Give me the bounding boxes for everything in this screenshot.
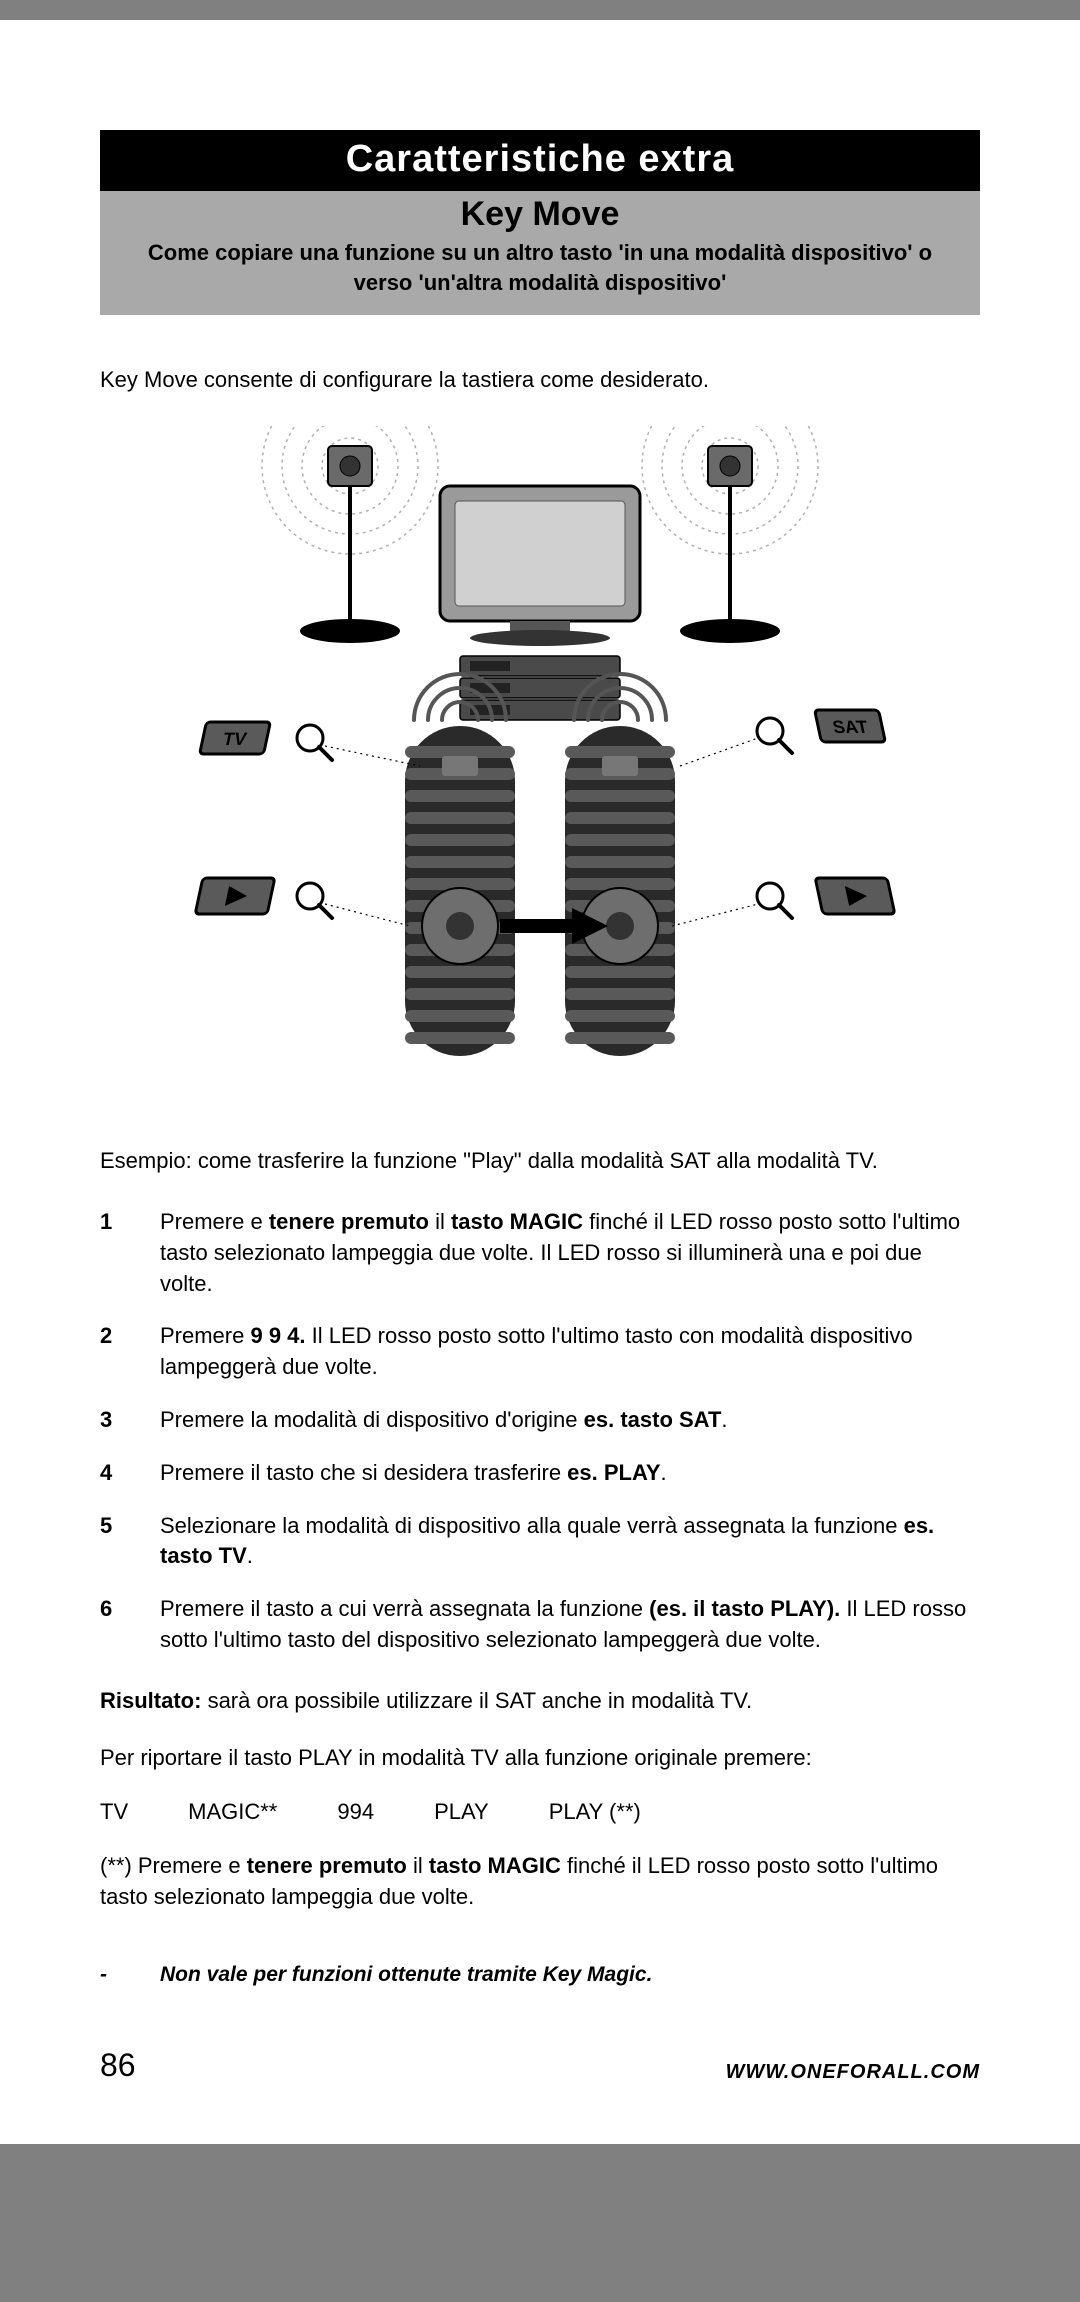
step-body: Premere 9 9 4. Il LED rosso posto sotto …	[160, 1321, 980, 1383]
svg-text:TV: TV	[221, 729, 248, 749]
feature-title: Key Move	[130, 195, 950, 234]
page-number: 86	[100, 2047, 136, 2084]
example-text: Esempio: come trasferire la funzione "Pl…	[100, 1146, 980, 1177]
sequence-item: PLAY (**)	[549, 1799, 641, 1825]
step-number: 2	[100, 1321, 160, 1383]
step-number: 4	[100, 1458, 160, 1489]
key-sequence: TV MAGIC** 994 PLAY PLAY (**)	[100, 1799, 980, 1825]
step-body: Premere il tasto a cui verrà assegnata l…	[160, 1594, 980, 1656]
step-row: 2Premere 9 9 4. Il LED rosso posto sotto…	[100, 1321, 980, 1383]
step-body: Premere e tenere premuto il tasto MAGIC …	[160, 1207, 980, 1299]
step-row: 4Premere il tasto che si desidera trasfe…	[100, 1458, 980, 1489]
step-number: 6	[100, 1594, 160, 1656]
page-footer: 86 WWW.ONEFORALL.COM	[100, 2047, 980, 2084]
step-row: 1Premere e tenere premuto il tasto MAGIC…	[100, 1207, 980, 1299]
sequence-item: TV	[100, 1799, 128, 1825]
title-bar: Caratteristiche extra	[100, 130, 980, 191]
sequence-item: 994	[337, 1799, 374, 1825]
note-dash: -	[100, 1963, 160, 1987]
step-row: 5Selezionare la modalità di dispositivo …	[100, 1511, 980, 1573]
step-row: 3Premere la modalità di dispositivo d'or…	[100, 1405, 980, 1436]
intro-text: Key Move consente di configurare la tast…	[100, 365, 980, 396]
step-number: 3	[100, 1405, 160, 1436]
step-body: Premere la modalità di dispositivo d'ori…	[160, 1405, 980, 1436]
steps-list: 1Premere e tenere premuto il tasto MAGIC…	[100, 1207, 980, 1656]
step-number: 1	[100, 1207, 160, 1299]
result-text: Risultato: sarà ora possibile utilizzare…	[100, 1686, 980, 1717]
step-row: 6Premere il tasto a cui verrà assegnata …	[100, 1594, 980, 1656]
feature-description: Come copiare una funzione su un altro ta…	[130, 238, 950, 297]
svg-text:SAT: SAT	[831, 717, 870, 737]
setup-diagram-svg: TV SAT	[160, 426, 920, 1106]
subtitle-bar: Key Move Come copiare una funzione su un…	[100, 191, 980, 315]
note-text: Non vale per funzioni ottenute tramite K…	[160, 1963, 652, 1987]
note-row: - Non vale per funzioni ottenute tramite…	[100, 1963, 980, 1987]
footer-url: WWW.ONEFORALL.COM	[726, 2061, 980, 2084]
document-page: Caratteristiche extra Key Move Come copi…	[0, 20, 1080, 2144]
page-title: Caratteristiche extra	[346, 138, 735, 180]
restore-text: Per riportare il tasto PLAY in modalità …	[100, 1743, 980, 1774]
diagram-illustration: TV SAT	[100, 426, 980, 1106]
sequence-item: PLAY	[434, 1799, 489, 1825]
step-body: Selezionare la modalità di dispositivo a…	[160, 1511, 980, 1573]
step-body: Premere il tasto che si desidera trasfer…	[160, 1458, 980, 1489]
sequence-item: MAGIC**	[188, 1799, 277, 1825]
footnote-text: (**) Premere e tenere premuto il tasto M…	[100, 1851, 980, 1913]
step-number: 5	[100, 1511, 160, 1573]
